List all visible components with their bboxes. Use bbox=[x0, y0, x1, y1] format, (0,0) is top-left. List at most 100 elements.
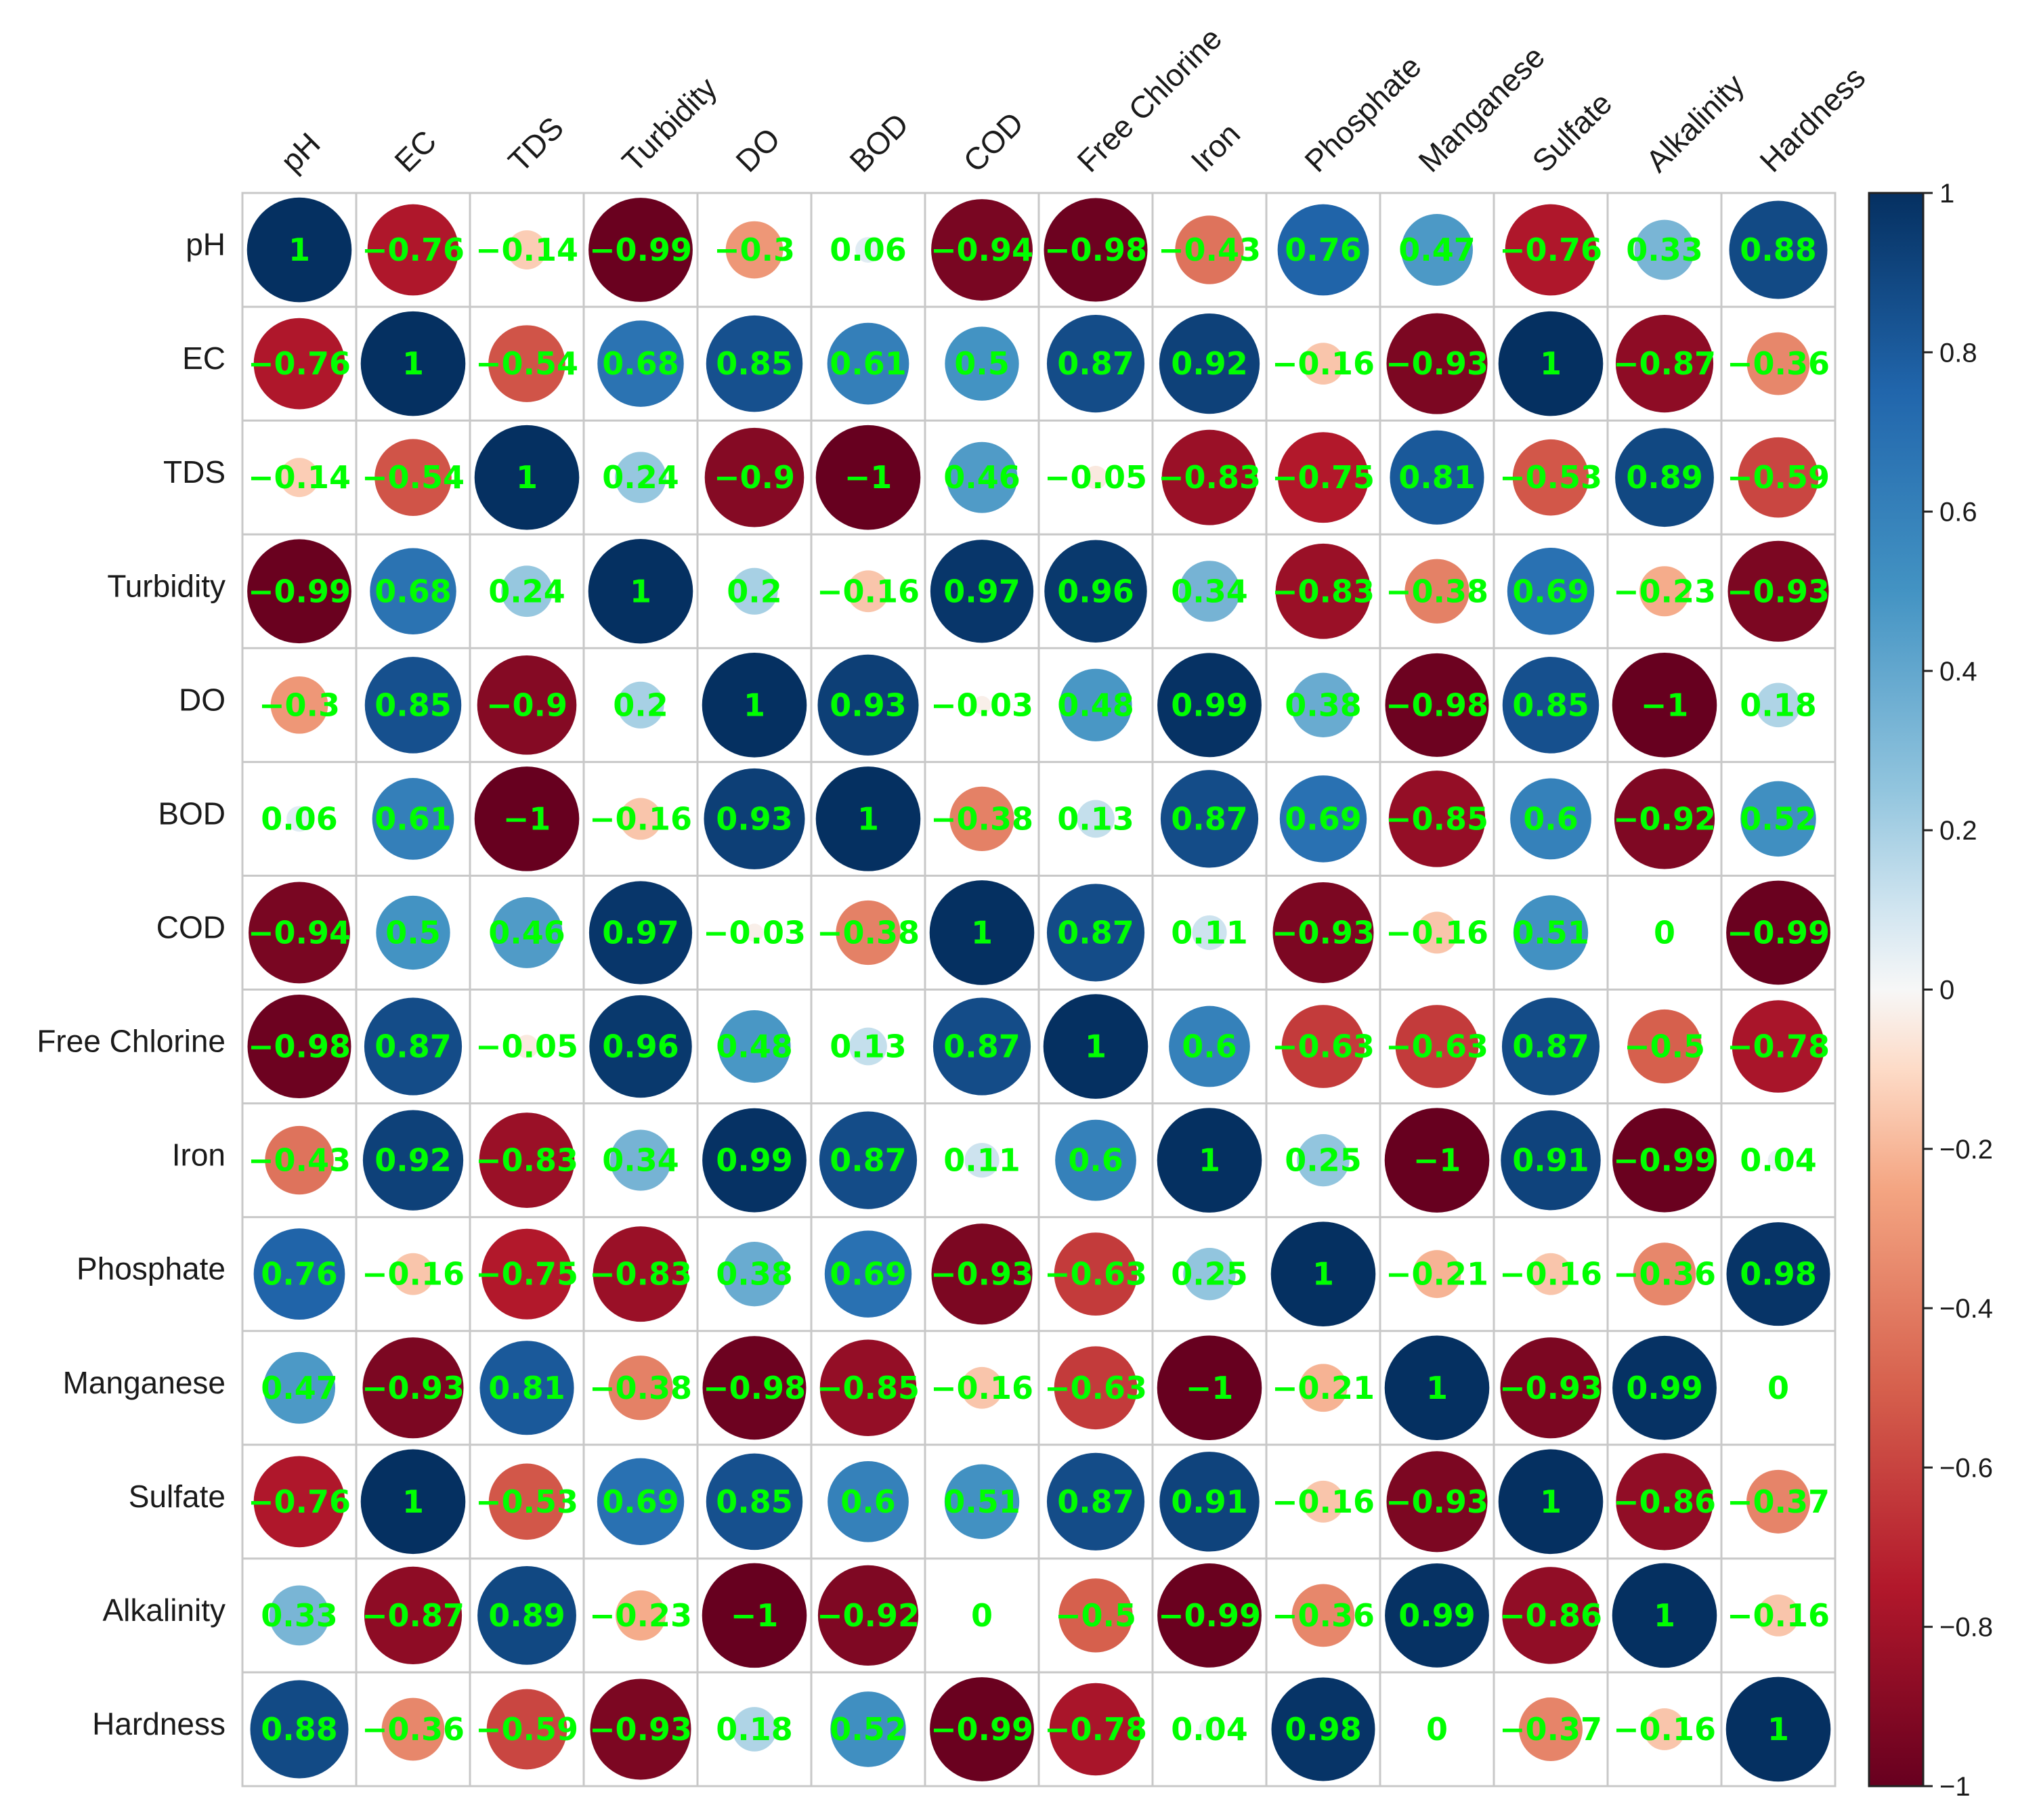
correlation-value: 0.87 bbox=[1171, 800, 1248, 837]
correlation-circle bbox=[374, 439, 452, 516]
correlation-value: 1 bbox=[1312, 1256, 1334, 1293]
correlation-circle bbox=[589, 995, 692, 1098]
column-label: Turbidity bbox=[615, 70, 723, 179]
correlation-circle bbox=[706, 1453, 803, 1551]
correlation-circle bbox=[477, 1565, 576, 1665]
correlation-value: −0.37 bbox=[1499, 1711, 1602, 1748]
correlation-value: 0.91 bbox=[1171, 1483, 1248, 1520]
correlation-circle bbox=[479, 1341, 574, 1435]
row-label: BOD bbox=[158, 796, 226, 831]
correlation-circle bbox=[1627, 1009, 1702, 1084]
correlation-value: −0.93 bbox=[1272, 914, 1375, 951]
correlation-circle bbox=[855, 237, 881, 263]
correlation-circle bbox=[265, 1125, 334, 1195]
correlation-value: −0.03 bbox=[930, 687, 1033, 723]
colorbar-tick-label: −0.6 bbox=[1939, 1453, 1993, 1483]
correlation-circle bbox=[1160, 770, 1259, 868]
correlation-circle bbox=[1510, 778, 1591, 860]
correlation-circle bbox=[1498, 311, 1604, 416]
correlation-value: −0.59 bbox=[475, 1711, 578, 1748]
correlation-value: −0.99 bbox=[930, 1711, 1033, 1748]
correlation-circle bbox=[1058, 1578, 1133, 1653]
correlation-circle bbox=[507, 230, 546, 269]
correlation-value: 0.85 bbox=[374, 687, 452, 723]
correlation-circle bbox=[722, 1242, 787, 1307]
correlation-value: −0.3 bbox=[259, 687, 340, 723]
correlation-circle bbox=[849, 1027, 887, 1066]
column-label: Hardness bbox=[1753, 60, 1872, 179]
row-label: Alkalinity bbox=[102, 1592, 226, 1628]
correlation-value: 1 bbox=[971, 914, 993, 951]
correlation-value: −0.36 bbox=[362, 1711, 465, 1748]
correlation-value: −0.85 bbox=[1386, 800, 1488, 837]
correlation-value: −0.53 bbox=[475, 1483, 578, 1520]
correlation-value: 0.18 bbox=[716, 1711, 793, 1748]
correlation-value: 0.61 bbox=[374, 800, 452, 837]
correlation-value: −0.63 bbox=[1044, 1370, 1147, 1406]
correlation-value: −0.38 bbox=[1386, 573, 1488, 609]
correlation-circle bbox=[479, 1112, 575, 1209]
correlation-value: −0.53 bbox=[1499, 459, 1602, 496]
correlation-value: −0.85 bbox=[817, 1370, 920, 1406]
correlation-value: −1 bbox=[1641, 687, 1689, 723]
correlation-circle bbox=[702, 1108, 807, 1213]
correlation-value: 0.6 bbox=[840, 1483, 896, 1520]
correlation-value: 0.69 bbox=[830, 1256, 907, 1293]
correlation-value: 0.5 bbox=[954, 345, 1010, 382]
colorbar-gradient bbox=[1868, 192, 1925, 1788]
correlation-value: −0.05 bbox=[475, 1028, 578, 1065]
correlation-value: 0.13 bbox=[830, 1028, 907, 1065]
colorbar: 1 0.8 0.6 0.4 0.2 0 −0.2 −0.4 −0.6 −0.8 −1 bbox=[1868, 179, 1993, 1802]
correlation-value: −0.54 bbox=[475, 345, 578, 382]
correlation-value: 1 bbox=[1540, 345, 1562, 382]
correlation-value: −0.98 bbox=[703, 1370, 806, 1406]
correlation-circle bbox=[370, 548, 456, 634]
correlation-circle bbox=[949, 786, 1014, 852]
correlation-circle bbox=[381, 1697, 445, 1761]
correlation-circle bbox=[1169, 1005, 1250, 1087]
correlation-value: 0.97 bbox=[602, 914, 679, 951]
correlation-circle bbox=[1384, 1108, 1490, 1213]
correlation-value: 0.11 bbox=[1171, 914, 1248, 951]
correlation-circle bbox=[615, 452, 666, 504]
correlation-circle bbox=[1270, 1221, 1376, 1326]
correlation-circle bbox=[246, 197, 352, 303]
correlation-circle bbox=[1413, 1250, 1461, 1299]
correlation-circle bbox=[1518, 1697, 1583, 1761]
correlation-circle bbox=[392, 1253, 434, 1295]
correlation-circle bbox=[1199, 1718, 1220, 1740]
row-label: Manganese bbox=[63, 1365, 226, 1400]
colorbar-tick-label: 0 bbox=[1939, 976, 1954, 1005]
column-label: Phosphate bbox=[1297, 49, 1428, 179]
correlation-circle bbox=[1059, 668, 1132, 741]
correlation-circle bbox=[1157, 1563, 1262, 1668]
correlation-circle bbox=[1746, 1469, 1811, 1534]
colorbar-tick-label: −0.8 bbox=[1939, 1613, 1993, 1643]
correlation-value: 0.47 bbox=[261, 1370, 338, 1406]
correlation-circle bbox=[360, 1449, 466, 1555]
correlation-value: −0.99 bbox=[248, 573, 351, 609]
correlation-value: 1 bbox=[1654, 1597, 1675, 1634]
correlation-circle bbox=[1727, 540, 1829, 642]
correlation-value: 0.87 bbox=[943, 1028, 1021, 1065]
correlation-circle bbox=[930, 540, 1034, 643]
correlation-value: −0.16 bbox=[930, 1370, 1033, 1406]
correlation-value: 0 bbox=[971, 1597, 993, 1634]
correlation-value: −0.63 bbox=[1044, 1256, 1147, 1293]
correlation-value: 0.25 bbox=[1171, 1256, 1248, 1293]
correlation-value: 0.76 bbox=[261, 1256, 338, 1293]
correlation-value: 0.11 bbox=[943, 1142, 1021, 1179]
row-label: Iron bbox=[172, 1138, 226, 1173]
correlation-value: 0.93 bbox=[830, 687, 907, 723]
correlation-circle bbox=[1278, 432, 1369, 523]
correlation-value: 0.69 bbox=[602, 1483, 679, 1520]
row-label: Sulfate bbox=[129, 1479, 226, 1514]
correlation-circle bbox=[364, 657, 462, 754]
correlation-value: 0.99 bbox=[716, 1142, 793, 1179]
correlation-circle bbox=[1612, 1108, 1717, 1213]
correlation-value: −0.86 bbox=[1613, 1483, 1716, 1520]
correlation-value: −0.5 bbox=[1624, 1028, 1705, 1065]
correlation-circle bbox=[1634, 219, 1695, 280]
correlation-circle bbox=[945, 326, 1019, 401]
correlation-value: −0.98 bbox=[248, 1028, 351, 1065]
